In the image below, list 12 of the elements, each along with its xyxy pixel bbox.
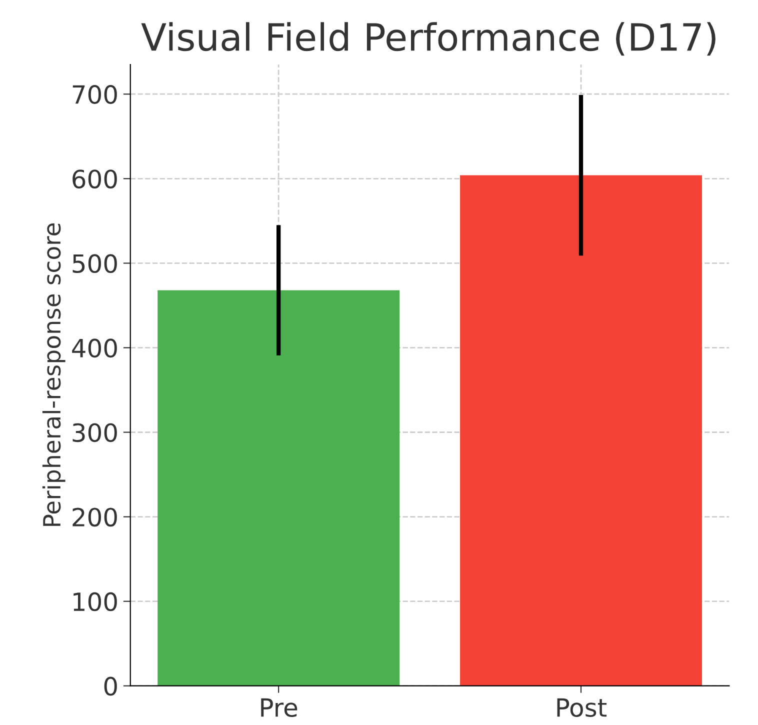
y-tick-label: 0	[104, 676, 117, 696]
x-tick-label: Pre	[261, 698, 298, 718]
y-tick-label: 600	[72, 170, 117, 188]
x-tick-label: Post	[557, 698, 607, 718]
y-tick-label: 500	[72, 254, 117, 274]
y-tick-label: 100	[74, 592, 117, 612]
y-tick-label: 200	[72, 508, 117, 527]
chart-title: Visual Field Performance (D17)	[141, 22, 716, 56]
y-tick-label: 300	[72, 423, 117, 442]
y-tick-label: 700	[72, 85, 117, 104]
y-axis-title: Peripheral-response score	[42, 223, 66, 526]
y-tick-label: 400	[72, 338, 117, 358]
